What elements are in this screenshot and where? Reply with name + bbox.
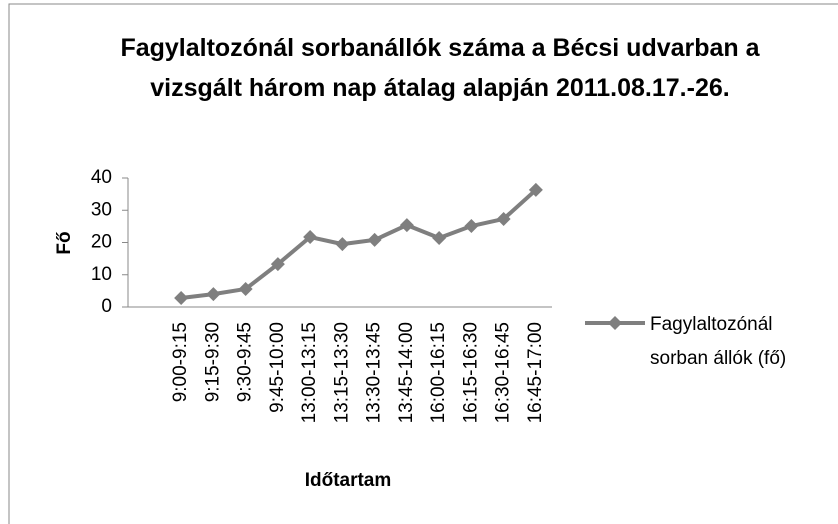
marker [303,230,318,245]
x-tick-label: 13:30-13:45 [364,322,385,423]
marker [335,237,350,252]
marker [432,230,447,245]
marker [174,290,189,305]
x-tick-label: 16:45-17:00 [525,322,546,423]
chart-title: Fagylaltozónál sorbanállók száma a Bécsi… [120,34,760,102]
x-tick-label: 9:15-9:30 [202,322,223,402]
x-tick-label: 9:30-9:45 [235,322,256,402]
marker [238,281,253,296]
frame [8,3,838,524]
y-tick-label: 0 [101,296,112,317]
x-tick-label: 16:30-16:45 [493,322,514,423]
x-tick-label: 13:15-13:30 [331,322,352,423]
y-tick-label: 20 [91,232,112,253]
x-axis-label: Időtartam [305,470,392,491]
x-tick-label: 9:45-10:00 [267,322,288,413]
marker [496,211,511,226]
marker [528,182,543,197]
y-tick-label: 30 [91,199,112,220]
marker [367,232,382,247]
x-tick-label: 16:15-16:30 [460,322,481,423]
marker [270,257,285,272]
legend-marker [608,316,622,330]
x-tick-label: 16:00-16:15 [428,322,449,423]
legend-label: Fagylaltozónál sorban állók (fő) [650,314,787,369]
y-axis-label: Fő [54,231,75,254]
series-line [180,188,538,300]
x-tick-label: 13:00-13:15 [299,322,320,423]
marker [464,219,479,234]
y-tick-label: 10 [91,264,112,285]
y-tick-label: 40 [91,167,112,188]
marker [206,287,221,302]
x-tick-label: 9:00-9:15 [170,322,191,402]
x-tick-label: 13:45-14:00 [396,322,417,423]
marker [399,218,414,233]
